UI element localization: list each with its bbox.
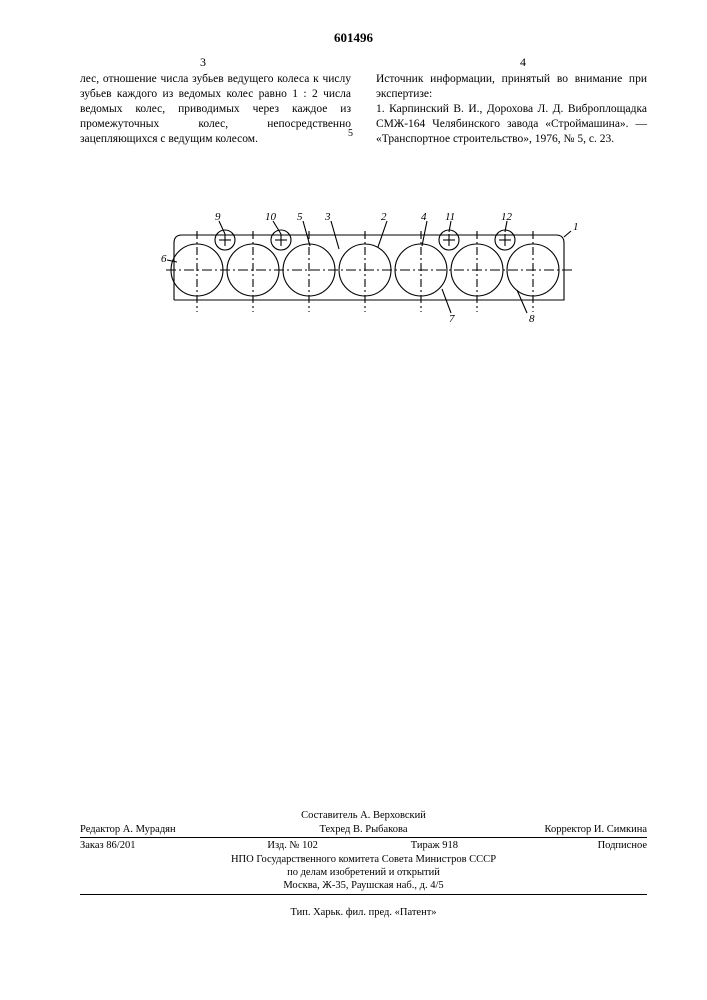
svg-text:5: 5 (297, 211, 303, 223)
footer-signed: Подписное (505, 840, 647, 851)
footer-credits-row: Редактор А. Мурадян Техред В. Рыбакова К… (80, 824, 647, 835)
footer-compiler: Составитель А. Верховский (80, 810, 647, 821)
right-column: Источник информации, принятый во вни­ман… (376, 72, 647, 147)
footer-rule-1 (80, 837, 647, 838)
svg-text:8: 8 (529, 313, 535, 325)
footer-rule-2 (80, 894, 647, 895)
footer-printer: Тип. Харьк. фил. пред. «Патент» (80, 907, 647, 918)
svg-text:10: 10 (265, 211, 277, 223)
svg-text:9: 9 (215, 211, 221, 223)
svg-text:2: 2 (381, 211, 387, 223)
svg-text:6: 6 (161, 253, 167, 265)
svg-text:12: 12 (501, 211, 513, 223)
footer-circulation: Тираж 918 (364, 840, 506, 851)
svg-text:4: 4 (421, 211, 427, 223)
text-columns: лес, отношение числа зубьев ведущего кол… (80, 72, 647, 147)
footer-corrector: Корректор И. Симкина (458, 824, 647, 835)
gear-diagram: 9 10 5 3 2 4 11 12 1 6 7 8 (129, 210, 579, 325)
footer-print-row: Заказ 86/201 Изд. № 102 Тираж 918 Подпис… (80, 840, 647, 851)
footer-order: Заказ 86/201 (80, 840, 222, 851)
svg-text:7: 7 (449, 313, 455, 325)
svg-text:1: 1 (573, 221, 579, 233)
footer-org-line1: НПО Государственного комитета Совета Мин… (80, 853, 647, 866)
svg-text:11: 11 (445, 211, 455, 223)
footer-techred: Техред В. Рыбакова (269, 824, 458, 835)
footer-editor: Редактор А. Мурадян (80, 824, 269, 835)
footer-org: НПО Государственного комитета Совета Мин… (80, 853, 647, 892)
col-number-right: 4 (520, 55, 526, 70)
line-marker: 5 (348, 128, 353, 139)
footer-org-line3: Москва, Ж-35, Раушская наб., д. 4/5 (80, 879, 647, 892)
svg-text:3: 3 (324, 211, 331, 223)
footer-edition: Изд. № 102 (222, 840, 364, 851)
footer-org-line2: по делам изобретений и открытий (80, 866, 647, 879)
document-number: 601496 (0, 30, 707, 46)
col-number-left: 3 (200, 55, 206, 70)
diagram-container: 9 10 5 3 2 4 11 12 1 6 7 8 (0, 210, 707, 325)
left-column: лес, отношение числа зубьев ведущего кол… (80, 72, 351, 147)
footer: Составитель А. Верховский Редактор А. Му… (80, 810, 647, 918)
